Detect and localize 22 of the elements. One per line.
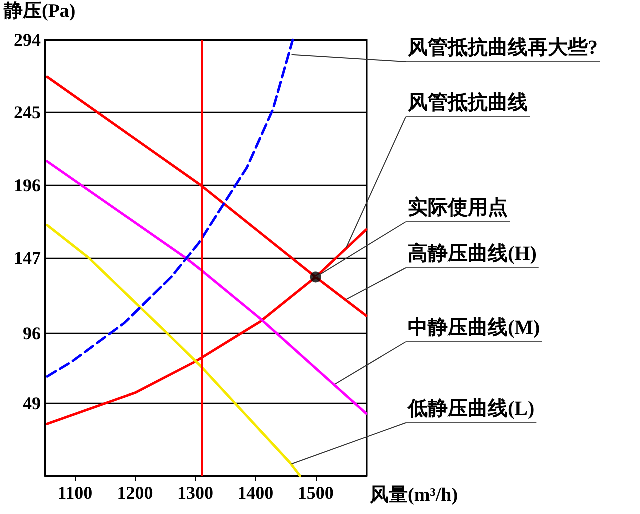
y-tick-label: 245 [14,102,41,123]
x-tick-label: 1500 [298,483,334,503]
y-tick-label: 147 [14,248,41,268]
x-tick-label: 1100 [58,483,93,503]
annotation: 实际使用点 [408,196,508,219]
annotation: 高静压曲线(H) [408,242,537,265]
y-axis-title: 静压(Pa) [3,1,76,22]
x-tick-label: 1400 [238,483,274,503]
annotation: 中静压曲线(M) [408,317,540,339]
annotation: 风管抵抗曲线 [407,92,528,114]
y-tick-label: 196 [14,175,41,196]
x-axis-title: 风量(m³/h) [369,485,458,506]
line-series [46,38,294,378]
line-series [46,160,368,415]
y-tick-label: 294 [14,30,41,50]
annotation: 低静压曲线(L) [407,398,535,420]
x-tick-label: 1300 [177,483,214,503]
annotation: 风管抵抗曲线再大些? [407,37,598,59]
line-series [46,224,302,478]
y-tick-label: 49 [23,393,41,414]
y-tick-label: 96 [23,324,41,344]
x-tick-label: 1200 [117,483,154,503]
